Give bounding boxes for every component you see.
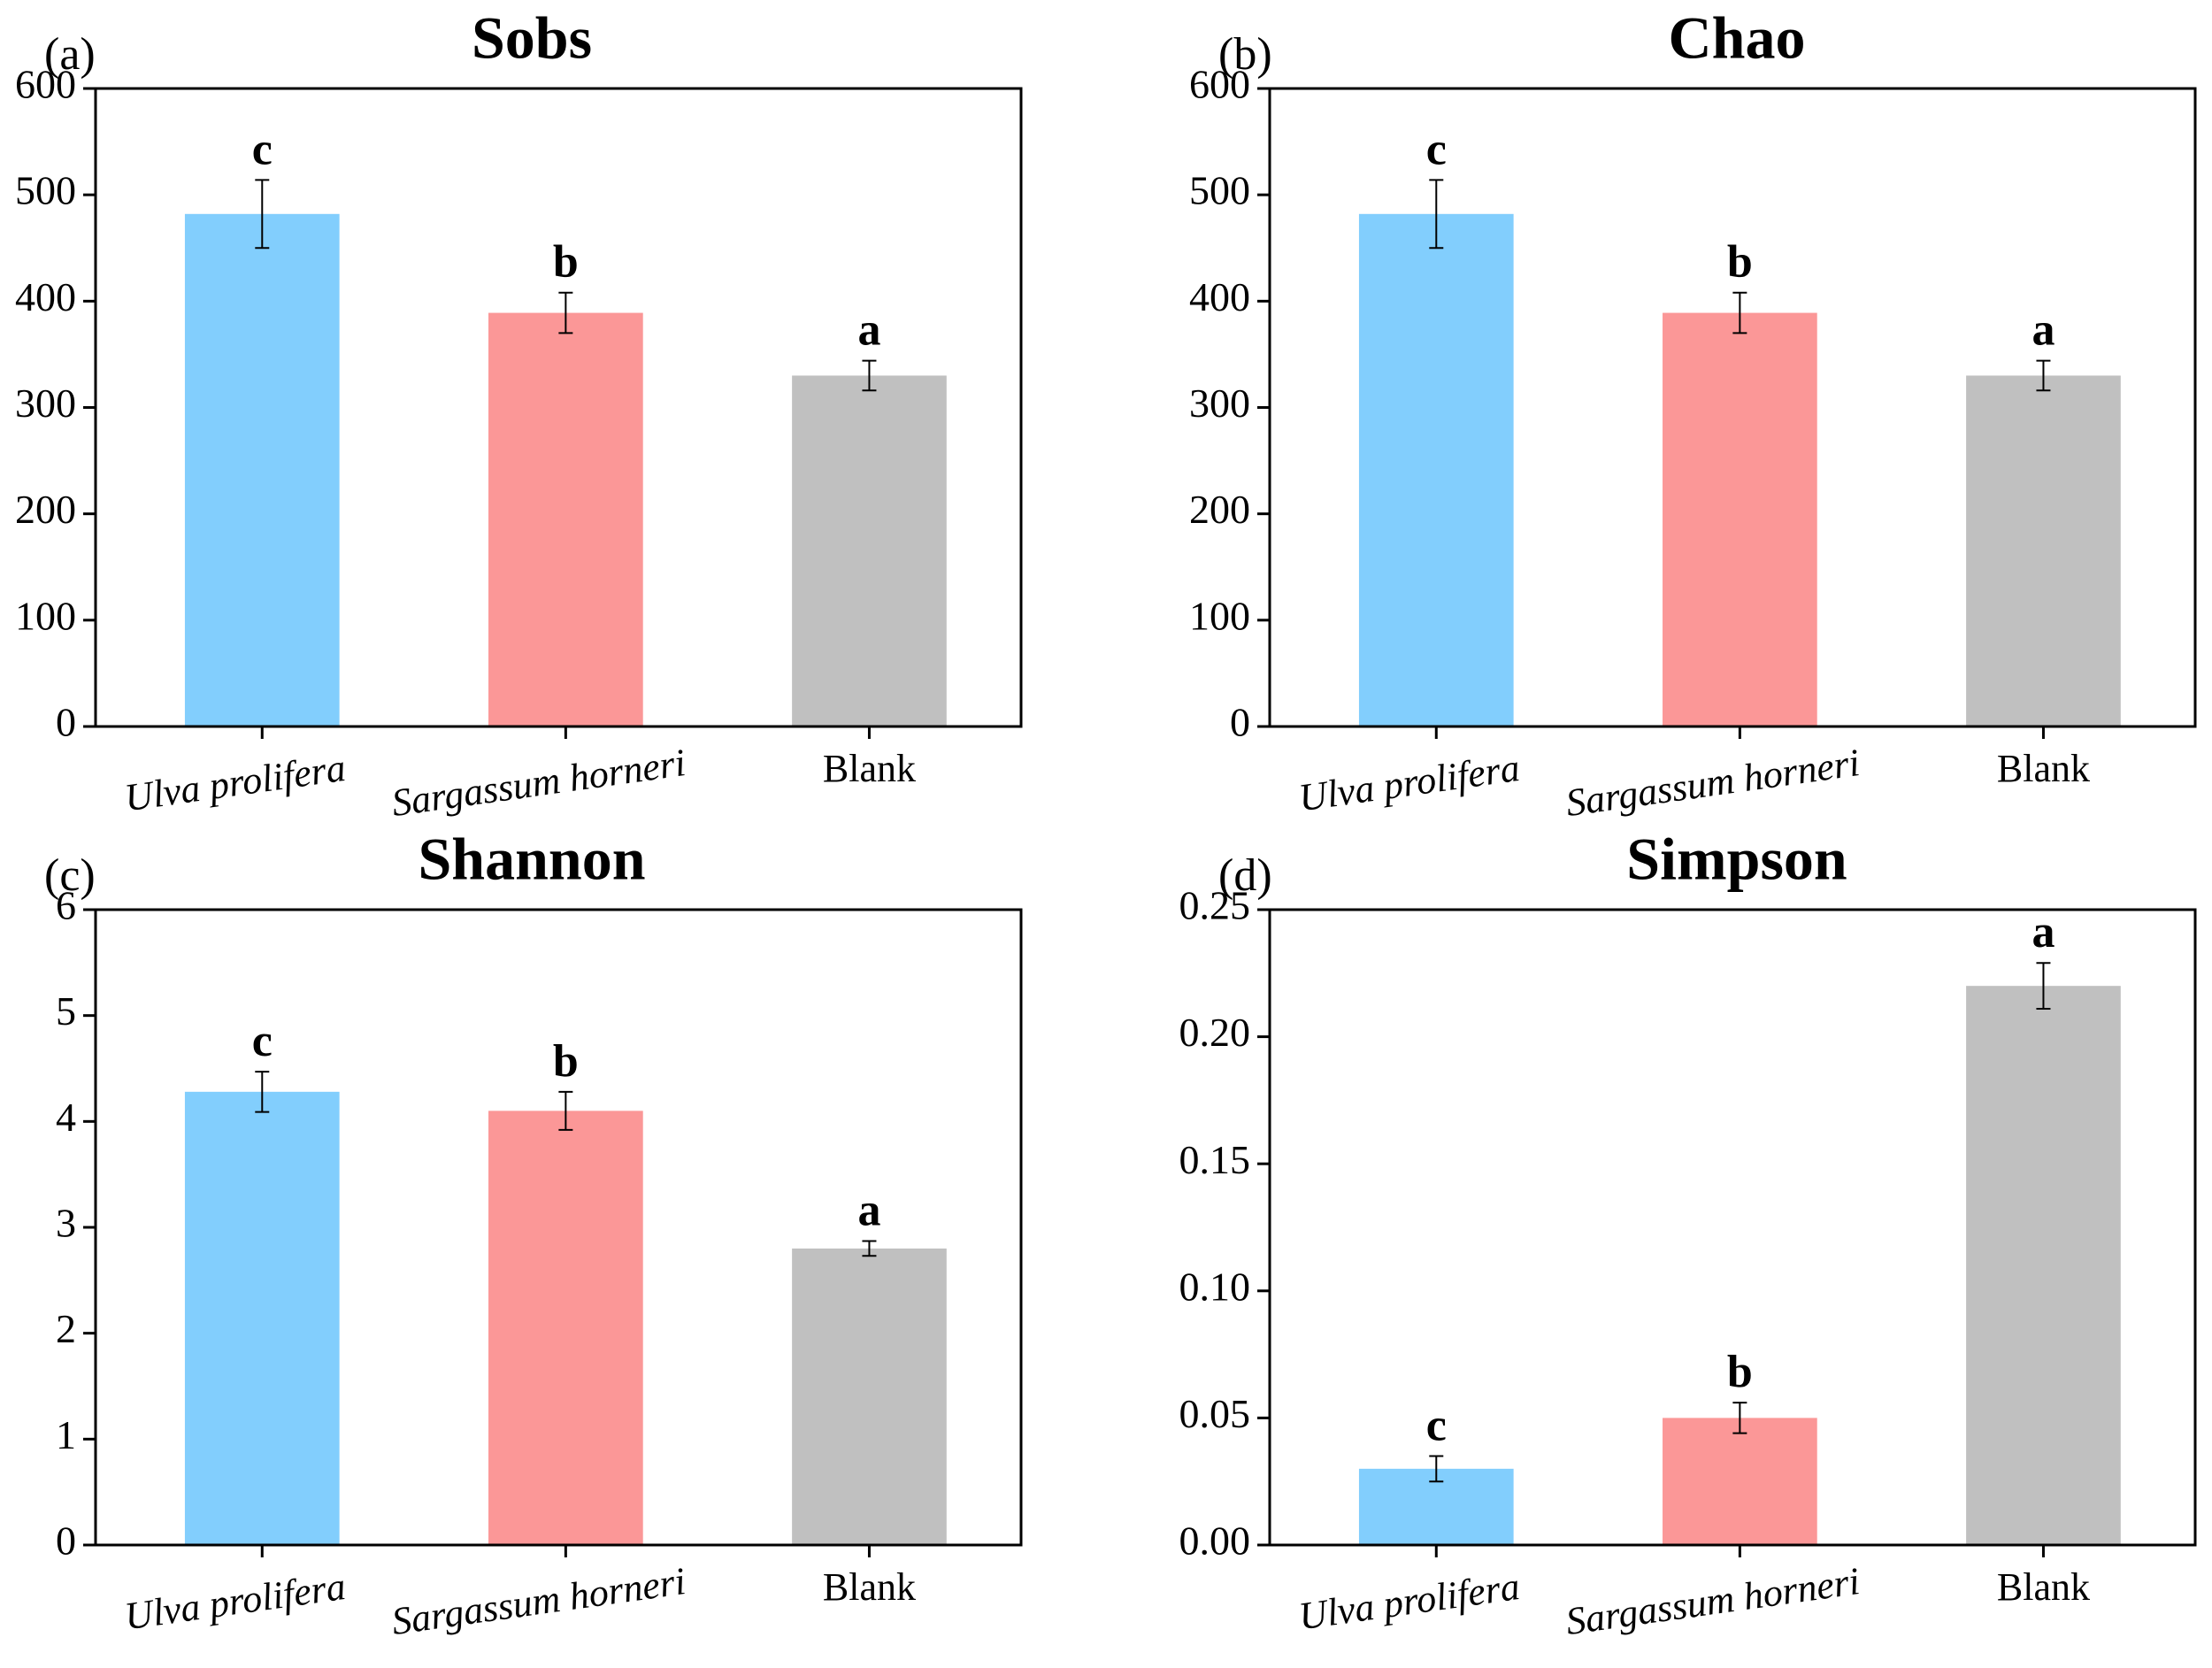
y-tick-label: 0.25 bbox=[1179, 883, 1251, 928]
y-tick-label: 0 bbox=[56, 1518, 76, 1564]
panel-label: (c) bbox=[44, 850, 96, 901]
y-tick-label: 0.10 bbox=[1179, 1264, 1251, 1309]
y-tick-label: 2 bbox=[56, 1306, 76, 1351]
bar bbox=[1966, 375, 2121, 726]
x-tick-label: Blank bbox=[1997, 1565, 2090, 1609]
significance-letter: c bbox=[252, 1016, 273, 1066]
x-tick-label: Ulva prolifera bbox=[122, 746, 349, 820]
y-tick-label: 1 bbox=[56, 1412, 76, 1457]
axes-frame bbox=[94, 87, 1023, 728]
significance-letter: a bbox=[2032, 907, 2055, 957]
chart-title: Simpson bbox=[1626, 826, 1847, 893]
bar bbox=[1663, 1418, 1817, 1545]
significance-letter: b bbox=[1727, 237, 1753, 288]
y-tick-label: 200 bbox=[1189, 487, 1250, 532]
y-tick-label: 300 bbox=[1189, 380, 1250, 426]
y-tick-label: 3 bbox=[56, 1201, 76, 1246]
significance-letter: c bbox=[1426, 1400, 1447, 1450]
bar bbox=[1663, 312, 1817, 726]
bar bbox=[1966, 986, 2121, 1545]
x-tick-label: Ulva prolifera bbox=[122, 1564, 349, 1639]
chart-title: Chao bbox=[1669, 4, 1806, 72]
x-tick-label: Blank bbox=[823, 747, 916, 790]
x-tick-label: Sargassum horneri bbox=[389, 741, 688, 825]
y-tick-label: 0 bbox=[1230, 700, 1250, 745]
chart-panel: (a) Sobs 0 100 200 300 400 500 600 c Ulva prolifer… bbox=[15, 4, 1023, 825]
significance-letter: a bbox=[2032, 305, 2055, 356]
chart-title: Shannon bbox=[418, 826, 645, 893]
bar bbox=[488, 312, 643, 726]
y-tick-label: 500 bbox=[15, 168, 76, 213]
x-tick-label: Sargassum horneri bbox=[1563, 741, 1863, 825]
panel-label: (d) bbox=[1218, 850, 1272, 901]
bar bbox=[792, 375, 947, 726]
panel-label: (b) bbox=[1218, 29, 1272, 80]
axes-frame bbox=[1268, 908, 2197, 1547]
y-tick-label: 400 bbox=[1189, 274, 1250, 319]
y-tick-label: 5 bbox=[56, 988, 76, 1034]
y-tick-label: 600 bbox=[1189, 62, 1250, 107]
bar bbox=[184, 213, 340, 727]
chart-panel: (b) Chao 0 100 200 300 400 500 600 c Ulva prolifer… bbox=[1189, 4, 2197, 825]
significance-letter: b bbox=[1727, 1347, 1753, 1397]
y-tick-label: 100 bbox=[1189, 593, 1250, 638]
y-tick-label: 0.20 bbox=[1179, 1010, 1251, 1055]
y-tick-label: 0.05 bbox=[1179, 1391, 1251, 1436]
bar bbox=[488, 1111, 643, 1545]
significance-letter: a bbox=[857, 1185, 880, 1235]
significance-letter: b bbox=[553, 1036, 579, 1087]
y-tick-label: 600 bbox=[15, 62, 76, 107]
y-tick-label: 0.15 bbox=[1179, 1137, 1251, 1182]
y-tick-label: 0 bbox=[56, 700, 76, 745]
significance-letter: c bbox=[252, 124, 273, 174]
chart-panel: (c) Shannon 0 1 2 3 4 5 6 c Ulva prolifera b Sargass… bbox=[44, 826, 1023, 1643]
y-tick-label: 0.00 bbox=[1179, 1518, 1251, 1564]
significance-letter: c bbox=[1426, 124, 1447, 174]
y-tick-label: 6 bbox=[56, 883, 76, 928]
panel-label: (a) bbox=[44, 29, 96, 80]
axes-frame bbox=[94, 908, 1023, 1547]
y-tick-label: 4 bbox=[56, 1095, 76, 1140]
axes-frame bbox=[1268, 87, 2197, 728]
significance-letter: b bbox=[553, 237, 579, 288]
bar bbox=[792, 1248, 947, 1545]
y-tick-label: 400 bbox=[15, 274, 76, 319]
bar bbox=[184, 1091, 340, 1545]
x-tick-label: Ulva prolifera bbox=[1296, 1564, 1523, 1639]
bar bbox=[1358, 213, 1514, 727]
y-tick-label: 200 bbox=[15, 487, 76, 532]
chart-title: Sobs bbox=[472, 4, 592, 72]
x-tick-label: Sargassum horneri bbox=[389, 1559, 688, 1643]
y-tick-label: 500 bbox=[1189, 168, 1250, 213]
y-tick-label: 100 bbox=[15, 593, 76, 638]
x-tick-label: Ulva prolifera bbox=[1296, 746, 1523, 820]
x-tick-label: Blank bbox=[823, 1565, 916, 1609]
x-tick-label: Sargassum horneri bbox=[1563, 1559, 1863, 1643]
chart-panel: (d) Simpson 0.00 0.05 0.10 0.15 0.20 0.25 c Ulva … bbox=[1179, 826, 2197, 1643]
y-tick-label: 300 bbox=[15, 380, 76, 426]
x-tick-label: Blank bbox=[1997, 747, 2090, 790]
significance-letter: a bbox=[857, 305, 880, 356]
